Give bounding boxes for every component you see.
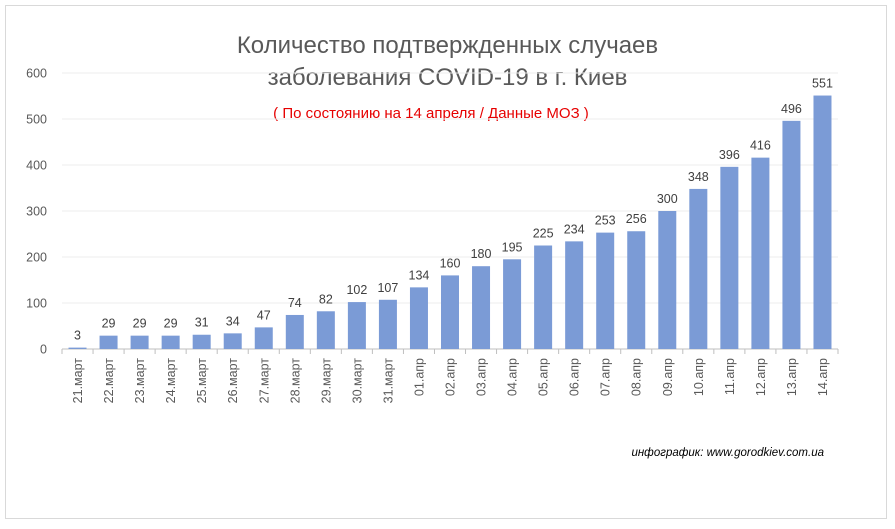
bar <box>565 241 584 349</box>
x-tick-label: 25.март <box>195 358 209 404</box>
bar <box>316 311 335 349</box>
data-label: 29 <box>164 317 178 331</box>
x-tick-label: 14.апр <box>816 358 830 396</box>
x-tick-label: 09.апр <box>661 358 675 396</box>
data-label: 107 <box>377 281 398 295</box>
x-tick-label: 27.март <box>257 358 271 404</box>
data-label: 180 <box>471 247 492 261</box>
bar <box>782 120 801 349</box>
data-label: 31 <box>195 316 209 330</box>
x-tick-label: 31.март <box>381 358 395 404</box>
bar <box>130 335 149 349</box>
infographic-credit: инфографик: www.gorodkiev.com.ua <box>631 447 824 459</box>
x-tick-label: 29.март <box>319 358 333 404</box>
x-tick-label: 07.апр <box>599 358 613 396</box>
bar <box>658 211 677 349</box>
x-tick-label: 23.март <box>133 358 147 404</box>
bar <box>813 95 832 349</box>
bar <box>689 188 708 349</box>
data-label: 256 <box>626 212 647 226</box>
data-label: 74 <box>288 296 302 310</box>
data-label: 82 <box>319 292 333 306</box>
chart-subtitle: ( По состоянию на 14 апреля / Данные МОЗ… <box>273 105 589 122</box>
bar <box>161 335 180 349</box>
x-tick-label: 22.март <box>102 358 116 404</box>
data-label: 253 <box>595 214 616 228</box>
bar <box>409 287 428 349</box>
data-label: 496 <box>781 102 802 116</box>
bar <box>534 245 553 349</box>
bar <box>223 333 242 349</box>
data-label: 234 <box>564 222 585 236</box>
x-tick-label: 11.апр <box>723 358 737 395</box>
data-label: 416 <box>750 139 771 153</box>
y-tick-label: 300 <box>26 205 47 219</box>
data-label: 102 <box>346 283 367 297</box>
x-tick-label: 04.апр <box>506 358 520 396</box>
bar <box>596 232 615 349</box>
data-label: 551 <box>812 77 833 91</box>
bar <box>627 231 646 349</box>
data-label: 225 <box>533 227 554 241</box>
y-tick-label: 500 <box>26 113 47 127</box>
x-tick-label: 28.март <box>288 358 302 404</box>
bar <box>347 302 366 349</box>
data-label: 3 <box>74 329 81 343</box>
x-tick-label: 01.апр <box>412 358 426 396</box>
bar <box>254 327 273 349</box>
x-tick-label: 02.апр <box>444 358 458 396</box>
y-tick-label: 100 <box>26 297 47 311</box>
chart-title-line1: Количество подтвержденных случаев <box>236 32 659 59</box>
bar <box>720 166 739 349</box>
x-tick-label: 06.апр <box>568 358 582 396</box>
data-label: 29 <box>133 317 147 331</box>
bar <box>503 259 522 349</box>
x-tick-label: 10.апр <box>692 358 706 396</box>
data-label: 396 <box>719 148 740 162</box>
data-label: 160 <box>440 256 461 270</box>
x-tick-label: 13.апр <box>785 358 799 396</box>
x-tick-label: 26.март <box>226 358 240 404</box>
x-tick-label: 24.март <box>164 358 178 404</box>
bar <box>68 347 87 349</box>
bar <box>472 266 491 349</box>
data-label: 29 <box>102 317 116 331</box>
y-tick-label: 200 <box>26 251 47 265</box>
bar <box>751 157 770 349</box>
bar <box>441 275 459 349</box>
y-tick-label: 600 <box>26 67 47 81</box>
x-tick-label: 21.март <box>71 358 85 404</box>
x-tick-label: 30.март <box>350 358 364 404</box>
bar <box>378 299 397 349</box>
y-tick-label: 0 <box>40 343 47 357</box>
x-tick-label: 12.апр <box>754 358 768 396</box>
data-label: 300 <box>657 192 678 206</box>
x-tick-label: 08.апр <box>630 358 644 396</box>
chart-title-line2: заболевания COVID-19 в г. Киев <box>267 64 628 91</box>
x-tick-label: 03.апр <box>475 358 489 396</box>
y-tick-label: 400 <box>26 159 47 173</box>
data-label: 47 <box>257 308 271 322</box>
chart-frame <box>5 5 887 519</box>
bar <box>192 334 211 349</box>
data-label: 348 <box>688 170 709 184</box>
bar <box>99 335 118 349</box>
x-tick-label: 05.апр <box>537 358 551 396</box>
bar <box>285 314 304 349</box>
data-label: 134 <box>409 268 430 282</box>
data-label: 195 <box>502 240 523 254</box>
data-label: 34 <box>226 314 240 328</box>
